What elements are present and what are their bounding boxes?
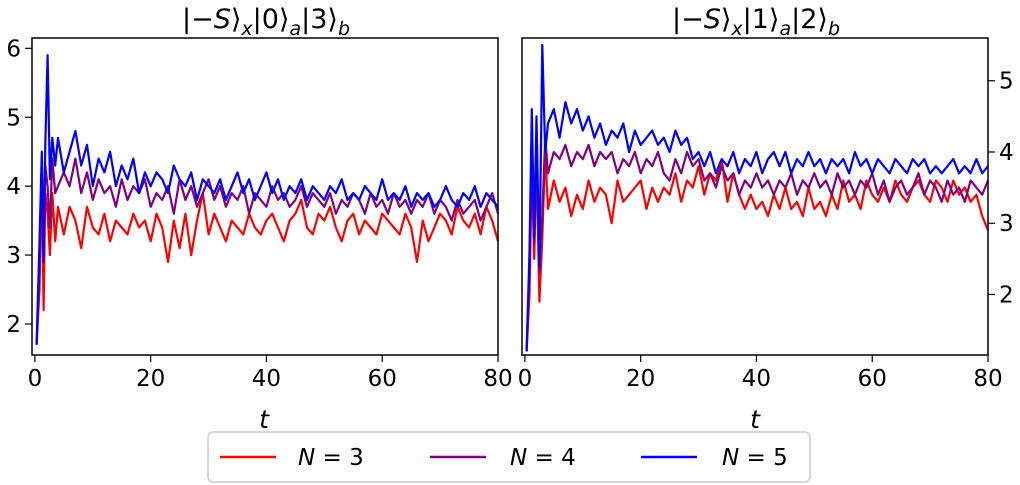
left-x-tick-label: 40 (252, 366, 281, 392)
legend-entry: N = 3 (220, 445, 364, 471)
left-y-tick-label: 4 (6, 174, 21, 200)
legend-entry: N = 4 (430, 445, 576, 471)
left-x-tick-label: 80 (483, 366, 512, 392)
left-series-line-n4 (35, 157, 500, 345)
left-panel: |−S⟩x|0⟩a|3⟩b 0 20 40 60 80 2 3 4 5 6 t (6, 4, 512, 434)
right-y-tick-label: 5 (999, 69, 1014, 95)
left-x-tick-label: 20 (136, 366, 165, 392)
right-y-tick-label: 3 (999, 211, 1014, 237)
legend-box (207, 431, 811, 483)
right-plot-frame (521, 37, 989, 356)
right-x-tick-label: 80 (973, 366, 1002, 392)
left-panel-title: |−S⟩x|0⟩a|3⟩b (182, 4, 350, 40)
right-series-line-n3 (525, 150, 990, 352)
right-panel-title: |−S⟩x|1⟩a|2⟩b (672, 4, 840, 40)
right-x-tick-label: 60 (858, 366, 887, 392)
legend-label: N = 5 (722, 445, 788, 471)
right-panel: |−S⟩x|1⟩a|2⟩b 0 20 40 60 80 2 3 4 5 t (518, 4, 1014, 434)
legend-label: N = 4 (510, 445, 576, 471)
left-y-tick-label: 6 (6, 36, 21, 62)
right-series-line-n4 (525, 136, 990, 352)
right-x-tick-label: 0 (518, 366, 533, 392)
legend: N = 3 N = 4 N = 5 (207, 431, 811, 483)
left-x-tick-label: 60 (368, 366, 397, 392)
legend-entry: N = 5 (641, 445, 788, 471)
left-series-line-n5 (35, 54, 499, 345)
left-x-axis-label: t (259, 405, 270, 434)
left-series-line-n3 (35, 171, 500, 345)
right-series-line-n5 (525, 43, 989, 352)
legend-label: N = 3 (298, 445, 364, 471)
left-y-tick-label: 3 (6, 243, 21, 269)
left-y-tick-label: 2 (6, 312, 21, 338)
right-x-tick-label: 20 (626, 366, 655, 392)
left-y-tick-label: 5 (6, 105, 21, 131)
right-x-axis-label: t (750, 405, 761, 434)
right-plot-area: 0 20 40 60 80 2 3 4 5 (518, 43, 1014, 392)
right-y-tick-label: 2 (999, 282, 1014, 308)
right-x-tick-label: 40 (742, 366, 771, 392)
left-x-tick-label: 0 (28, 366, 43, 392)
right-y-tick-label: 4 (999, 140, 1014, 166)
left-plot-area: 0 20 40 60 80 2 3 4 5 6 (6, 36, 512, 392)
left-plot-frame (31, 37, 499, 356)
